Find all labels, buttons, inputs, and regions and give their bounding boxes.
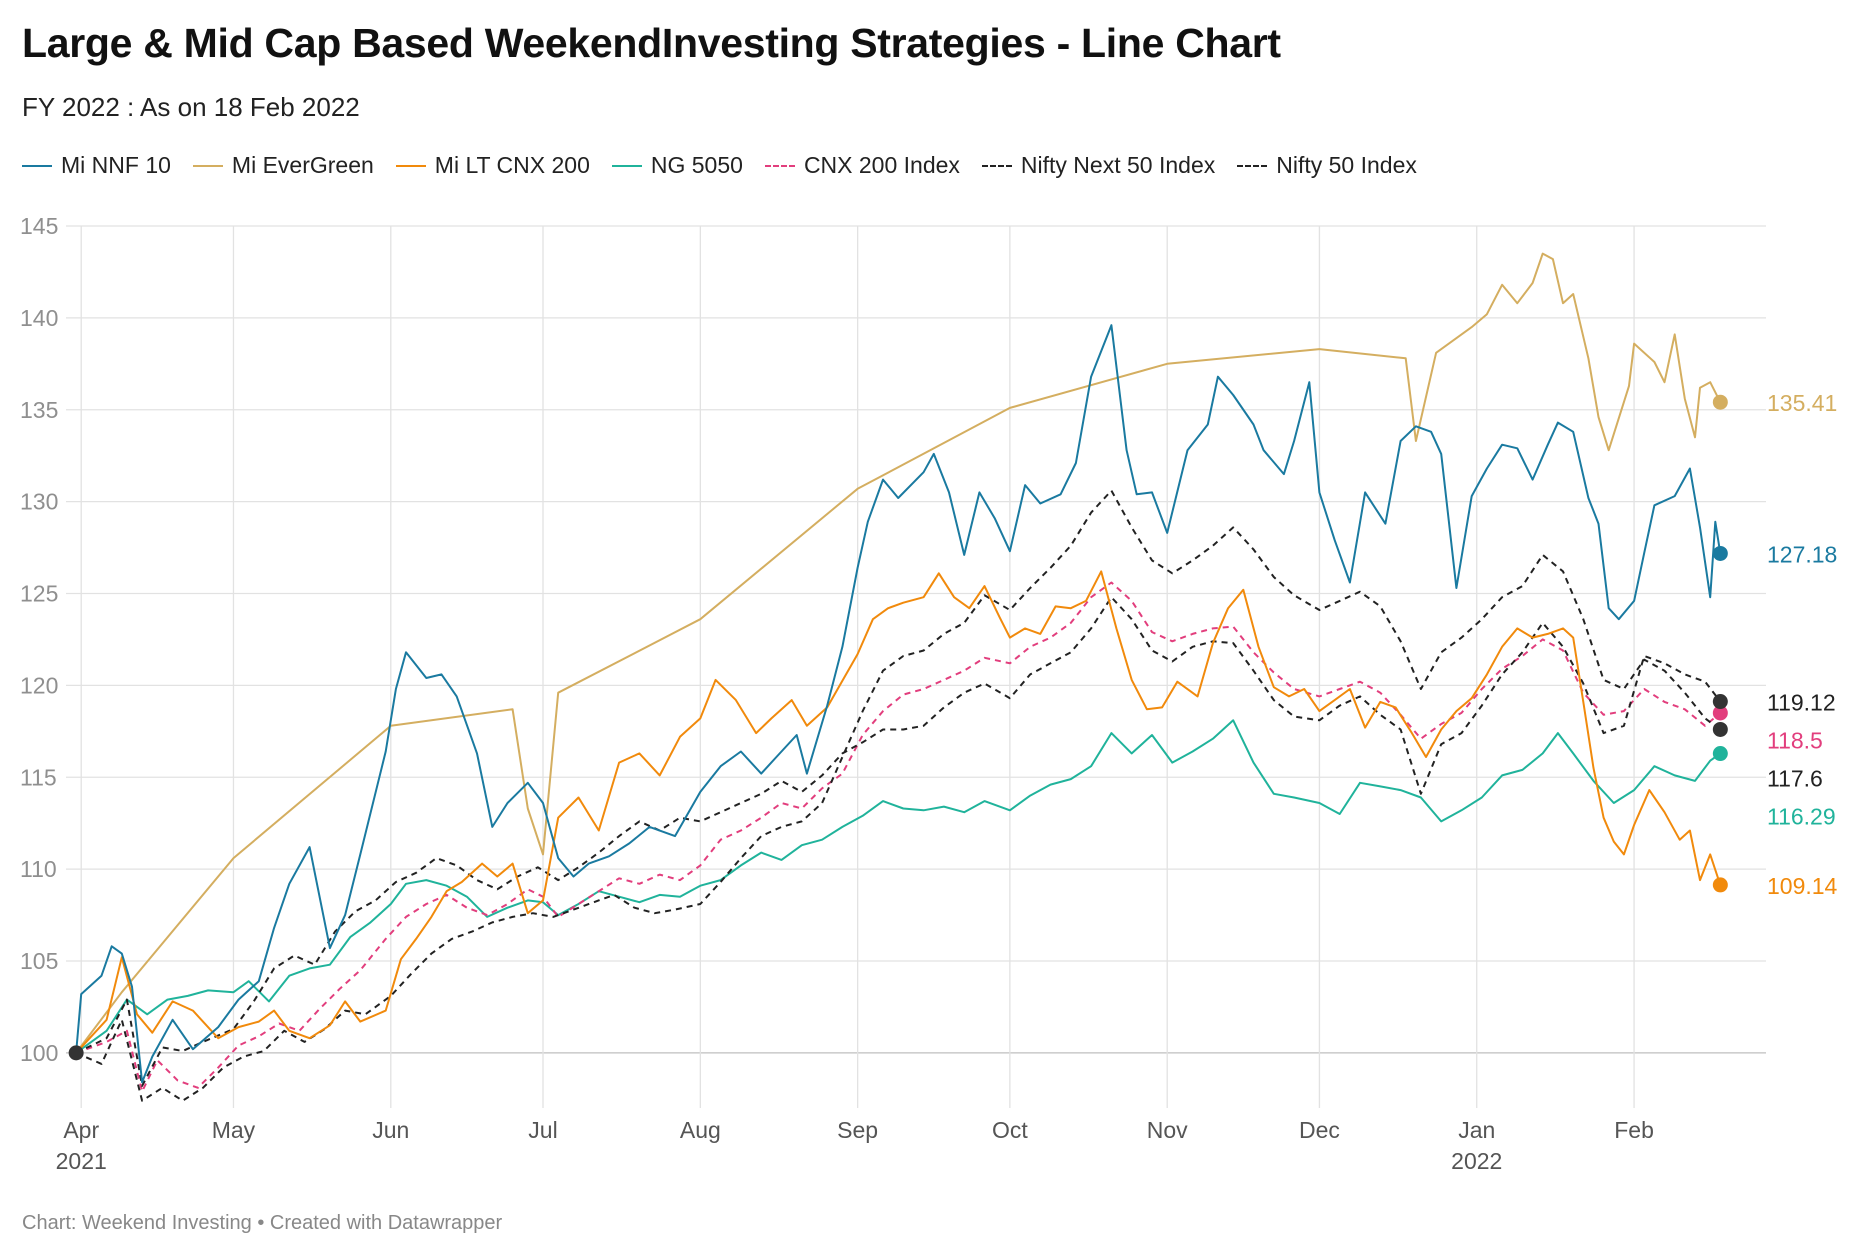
end-label-nifty-50-index: 117.6	[1767, 766, 1823, 792]
x-tick-label: Oct	[992, 1117, 1028, 1143]
series-line-nifty-50-index	[75, 489, 1721, 1102]
x-tick-label: Apr	[63, 1117, 99, 1143]
legend-label: NG 5050	[650, 152, 743, 178]
x-tick-label: May	[212, 1117, 256, 1143]
series-line-cnx-200-index	[75, 581, 1721, 1093]
legend-swatch	[22, 164, 52, 167]
x-tick-label: Dec	[1299, 1117, 1340, 1143]
line-chart: 100 105 110 115 120 125 130 135 140 145 Apr 2021 May…	[20, 213, 1838, 1174]
legend-swatch	[611, 164, 642, 167]
end-label-cnx-200-index: 118.5	[1767, 728, 1823, 754]
legend-item-mi-lt-cnx-200: Mi LT CNX 200	[395, 152, 590, 179]
series-line-mi-evergreen	[75, 252, 1722, 1054]
x-tick-label: Aug	[680, 1117, 721, 1143]
y-tick-label: 115	[20, 764, 57, 790]
end-point-mi-lt-cnx-200	[1712, 877, 1728, 893]
start-point-marker	[68, 1045, 84, 1061]
x-tick-year-label: 2021	[56, 1148, 107, 1174]
legend-label: CNX 200 Index	[803, 152, 960, 178]
end-label-mi-evergreen: 135.41	[1767, 390, 1837, 416]
end-label-ng-5050: 116.29	[1767, 804, 1836, 830]
x-tick-year-label: 2022	[1451, 1148, 1502, 1174]
legend-item-nifty-50-index: Nifty 50 Index	[1237, 152, 1417, 179]
y-tick-label: 110	[20, 856, 57, 882]
chart-subtitle: FY 2022 : As on 18 Feb 2022	[22, 92, 360, 122]
legend-item-ng-5050: NG 5050	[611, 152, 743, 179]
y-tick-label: 145	[20, 213, 58, 239]
end-label-mi-nnf-10: 127.18	[1767, 541, 1837, 567]
end-label-nifty-next-50-index: 119.12	[1767, 690, 1836, 716]
legend-item-nifty-next-50-index: Nifty Next 50 Index	[981, 152, 1216, 179]
y-tick-label: 125	[20, 581, 58, 607]
x-tick-label: Jul	[528, 1117, 557, 1143]
legend-item-mi-nnf-10: Mi NNF 10	[22, 152, 171, 179]
x-tick-label: Nov	[1147, 1117, 1188, 1143]
end-label-mi-lt-cnx-200: 109.14	[1767, 873, 1838, 899]
y-tick-label: 105	[20, 948, 58, 974]
legend-item-cnx-200-index: CNX 200 Index	[764, 152, 960, 179]
end-point-cnx-200-index	[1712, 705, 1728, 721]
y-tick-label: 140	[20, 305, 58, 331]
x-tick-label: Jan	[1458, 1117, 1495, 1143]
legend-swatch	[764, 164, 795, 167]
legend-label: Nifty 50 Index	[1276, 152, 1417, 178]
chart-legend: Mi NNF 10 Mi EverGreen Mi LT CNX 200 NG 505…	[22, 152, 1439, 179]
series-line-ng-5050	[75, 719, 1721, 1054]
legend-swatch	[981, 164, 1012, 167]
chart-footer: Chart: Weekend Investing • Created with …	[22, 1212, 503, 1234]
y-tick-label: 130	[20, 489, 58, 515]
series-line-mi-nnf-10	[75, 324, 1722, 1084]
x-tick-label: Feb	[1614, 1117, 1654, 1143]
end-point-mi-nnf-10	[1712, 545, 1728, 561]
legend-label: Mi EverGreen	[231, 152, 374, 178]
x-tick-label: Jun	[372, 1117, 409, 1143]
legend-swatch	[1237, 164, 1268, 167]
legend-swatch	[192, 164, 223, 167]
legend-item-mi-evergreen: Mi EverGreen	[192, 152, 374, 179]
legend-swatch	[395, 164, 426, 167]
end-point-ng-5050	[1712, 746, 1728, 762]
x-tick-label: Sep	[837, 1117, 878, 1143]
y-tick-label: 120	[20, 672, 58, 698]
y-tick-label: 100	[20, 1040, 58, 1066]
series-line-mi-lt-cnx-200	[75, 570, 1722, 1054]
y-tick-label: 135	[20, 397, 58, 423]
end-point-mi-evergreen	[1712, 394, 1728, 410]
legend-label: Mi NNF 10	[61, 152, 171, 178]
legend-label: Nifty Next 50 Index	[1020, 152, 1216, 178]
series-line-nifty-next-50-index	[75, 596, 1722, 1087]
end-point-nifty-50-index	[1712, 721, 1728, 737]
legend-label: Mi LT CNX 200	[434, 152, 590, 178]
end-point-nifty-next-50-index	[1712, 694, 1728, 710]
chart-title: Large & Mid Cap Based WeekendInvesting S…	[22, 20, 1281, 66]
